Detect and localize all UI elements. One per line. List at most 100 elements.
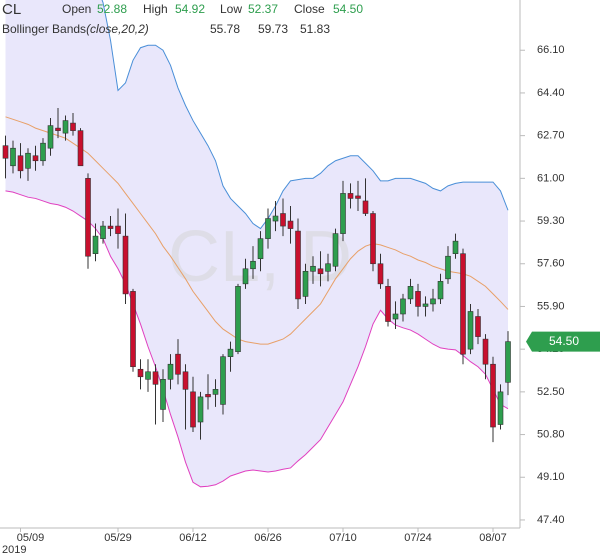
candle-body: [355, 195, 361, 199]
candle-body: [10, 147, 16, 167]
candle-body: [100, 225, 106, 239]
candle-body: [302, 270, 309, 297]
y-tick-label: 49.10: [537, 471, 565, 483]
candle-body: [497, 391, 504, 425]
candle-body: [377, 263, 384, 285]
candle-body: [220, 356, 226, 405]
middle-value: 55.78: [210, 22, 240, 36]
low-value: 52.37: [248, 2, 278, 16]
candle-body: [475, 316, 481, 337]
indicator-title: Bollinger Bands: [2, 22, 86, 36]
candle-body: [122, 235, 129, 295]
candle-body: [47, 125, 54, 149]
open-value: 52.88: [97, 2, 127, 16]
candle-body: [332, 233, 339, 267]
candle-body: [115, 225, 121, 234]
candle-body: [92, 235, 99, 255]
candle-body: [25, 152, 31, 169]
candle-body: [257, 238, 264, 260]
candle-body: [272, 215, 279, 222]
candle-body: [407, 286, 414, 300]
band-upper: [101, 0, 509, 230]
candle-body: [422, 303, 429, 307]
x-year-label: 2019: [2, 544, 26, 556]
indicator-name: Bollinger Bands(close,20,2): [2, 22, 149, 36]
candle-body: [107, 225, 114, 229]
candle-body: [70, 122, 76, 131]
candle-body: [55, 127, 61, 131]
candle-body: [347, 193, 354, 199]
candle-body: [77, 130, 84, 167]
close-label: Close: [294, 2, 325, 16]
y-tick-label: 66.10: [537, 44, 565, 56]
candle-body: [467, 311, 474, 350]
y-tick-label: 59.30: [537, 215, 565, 227]
candle-body: [227, 348, 234, 357]
candle-body: [182, 371, 189, 390]
candle-body: [62, 120, 69, 134]
y-tick-label: 47.40: [537, 514, 565, 526]
x-tick-label: 05/29: [104, 532, 132, 544]
candle-body: [17, 155, 24, 172]
candle-body: [430, 298, 436, 305]
band-middle: [5, 116, 509, 345]
candle-body: [265, 218, 271, 239]
candle-body: [145, 371, 151, 380]
candle-body: [482, 338, 489, 365]
header: CL Open 52.88 High 54.92 Low 52.37 Close…: [2, 1, 363, 36]
candle-body: [175, 353, 181, 375]
upper-value: 59.73: [258, 22, 288, 36]
candle-body: [137, 368, 144, 378]
y-tick-label: 50.80: [537, 428, 565, 440]
candle-body: [250, 260, 256, 270]
candle-body: [280, 213, 286, 227]
candle-body: [437, 281, 444, 300]
symbol: CL: [2, 1, 21, 18]
high-value: 54.92: [175, 2, 205, 16]
y-tick-label: 61.00: [537, 172, 565, 184]
candle-body: [310, 265, 316, 272]
candle-body: [40, 142, 46, 162]
candle-body: [130, 291, 136, 368]
high-label: High: [143, 2, 168, 16]
x-tick-label: 07/24: [404, 532, 432, 544]
candle-body: [370, 213, 376, 265]
candle-body: [452, 240, 459, 255]
candle-body: [242, 268, 249, 285]
x-tick-label: 06/12: [179, 532, 207, 544]
band-fill: [5, 0, 508, 487]
candle-body: [362, 200, 369, 214]
candle-body: [32, 155, 39, 162]
x-tick-label: 05/09: [17, 532, 45, 544]
candle-body: [212, 389, 219, 395]
low-label: Low: [220, 2, 242, 16]
candle-body: [2, 145, 9, 159]
candle-body: [415, 291, 421, 307]
candle-body: [385, 286, 391, 322]
close-value: 54.50: [333, 2, 363, 16]
candle-body: [205, 394, 211, 398]
last-price-label: 54.50: [549, 334, 579, 348]
candle-body: [160, 378, 166, 410]
y-tick-label: 55.90: [537, 300, 565, 312]
candle-body: [85, 178, 91, 257]
x-tick-label: 08/07: [479, 532, 507, 544]
x-tick-label: 06/26: [254, 532, 282, 544]
candle-body: [317, 268, 324, 275]
y-tick-label: 52.50: [537, 386, 565, 398]
candle-body: [392, 313, 399, 320]
candle-body: [287, 220, 294, 229]
candle-body: [400, 298, 406, 315]
lower-value: 51.83: [300, 22, 330, 36]
candle-body: [235, 286, 241, 352]
candle-body: [152, 371, 159, 385]
x-tick-label: 07/10: [329, 532, 357, 544]
last-price-box: [526, 331, 600, 352]
candle-body: [490, 363, 496, 428]
candle-body: [197, 396, 204, 423]
candle-body: [325, 263, 331, 272]
candle-body: [460, 253, 466, 355]
open-label: Open: [62, 2, 91, 16]
indicator-params: (close,20,2): [86, 22, 149, 36]
